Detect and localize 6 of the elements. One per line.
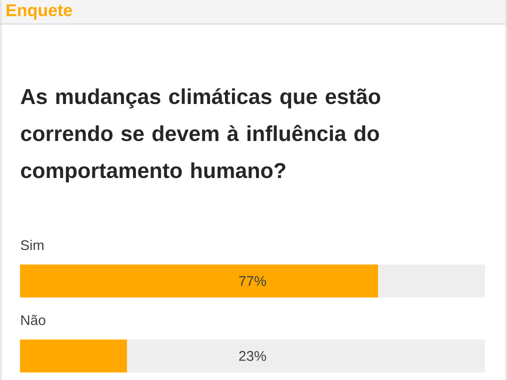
data-label: 77%: [239, 276, 266, 286]
data-label: 23%: [239, 351, 266, 361]
chart-title: Enquete: [6, 4, 72, 20]
chart-subtitle: As mudanças climáticas que estão correndo se devem à influência do comportamento humano?: [20, 88, 380, 182]
y-tick-label: Sim: [20, 240, 44, 250]
y-tick-label: Não: [21, 314, 46, 326]
